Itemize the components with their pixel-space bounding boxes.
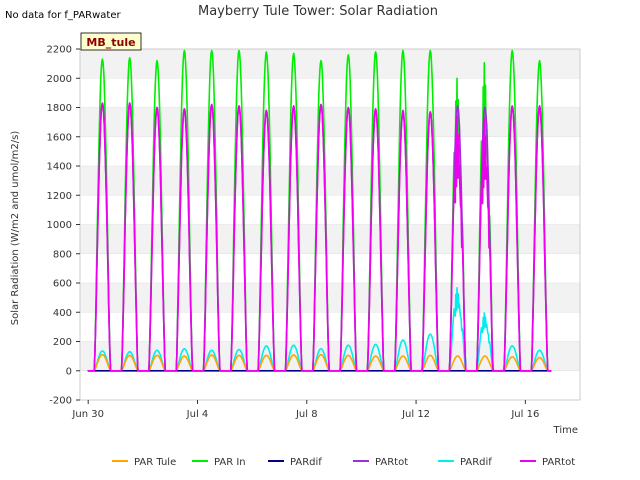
plot-area bbox=[79, 48, 581, 401]
site-badge: MB_tule bbox=[80, 32, 142, 51]
series-line-partot bbox=[87, 102, 552, 372]
no-data-note: No data for f_PARwater bbox=[5, 10, 121, 21]
y-tick-label: 200 bbox=[53, 337, 72, 348]
x-axis: Jun 30 Jul 4 Jul 8 Jul 12 Jul 16 bbox=[71, 400, 539, 420]
x-tick-label: Jul 8 bbox=[295, 409, 318, 420]
y-tick-label: 400 bbox=[53, 308, 72, 319]
series-layer bbox=[87, 49, 552, 372]
y-tick-label: 2000 bbox=[47, 74, 72, 85]
x-tick-label: Jun 30 bbox=[71, 409, 104, 420]
legend-label: PARtot bbox=[542, 457, 575, 468]
grid-band bbox=[80, 224, 580, 254]
site-badge-label: MB_tule bbox=[86, 36, 135, 49]
y-tick-label: 800 bbox=[53, 249, 72, 260]
legend-label: PAR Tule bbox=[134, 457, 176, 468]
y-tick-label: 2200 bbox=[47, 45, 72, 56]
site-badge-box bbox=[80, 32, 142, 51]
y-tick-label: 1400 bbox=[47, 162, 72, 173]
legend-label: PARdif bbox=[290, 457, 322, 468]
x-axis-label: Time bbox=[553, 425, 578, 436]
x-tick-label: Jul 12 bbox=[401, 409, 430, 420]
y-tick-label: 600 bbox=[53, 279, 72, 290]
y-tick-label: 1000 bbox=[47, 220, 72, 231]
y-axis: -200 0 200 400 600 800 1000 1200 1400 1600 1800 200… bbox=[47, 45, 80, 407]
x-tick-label: Jul 4 bbox=[186, 409, 209, 420]
grid-band bbox=[80, 49, 580, 79]
grid-band bbox=[80, 166, 580, 196]
y-tick-label: 0 bbox=[66, 366, 72, 377]
legend-label: PAR In bbox=[214, 457, 246, 468]
y-axis-label: Solar Radiation (W/m2 and umol/m2/s) bbox=[10, 131, 21, 326]
y-tick-label: -200 bbox=[49, 396, 72, 407]
x-tick-label: Jul 16 bbox=[510, 409, 539, 420]
grid-band bbox=[80, 107, 580, 137]
legend-label: PARdif bbox=[460, 457, 492, 468]
series-line-par-tule bbox=[87, 353, 552, 372]
chart-title: Mayberry Tule Tower: Solar Radiation bbox=[198, 4, 438, 19]
legend-label: PARtot bbox=[375, 457, 408, 468]
y-tick-label: 1800 bbox=[47, 103, 72, 114]
y-tick-label: 1200 bbox=[47, 191, 72, 202]
legend: PAR Tule PAR In PARdif PARtot PARdif PARtot bbox=[112, 457, 575, 468]
y-tick-label: 1600 bbox=[47, 132, 72, 143]
